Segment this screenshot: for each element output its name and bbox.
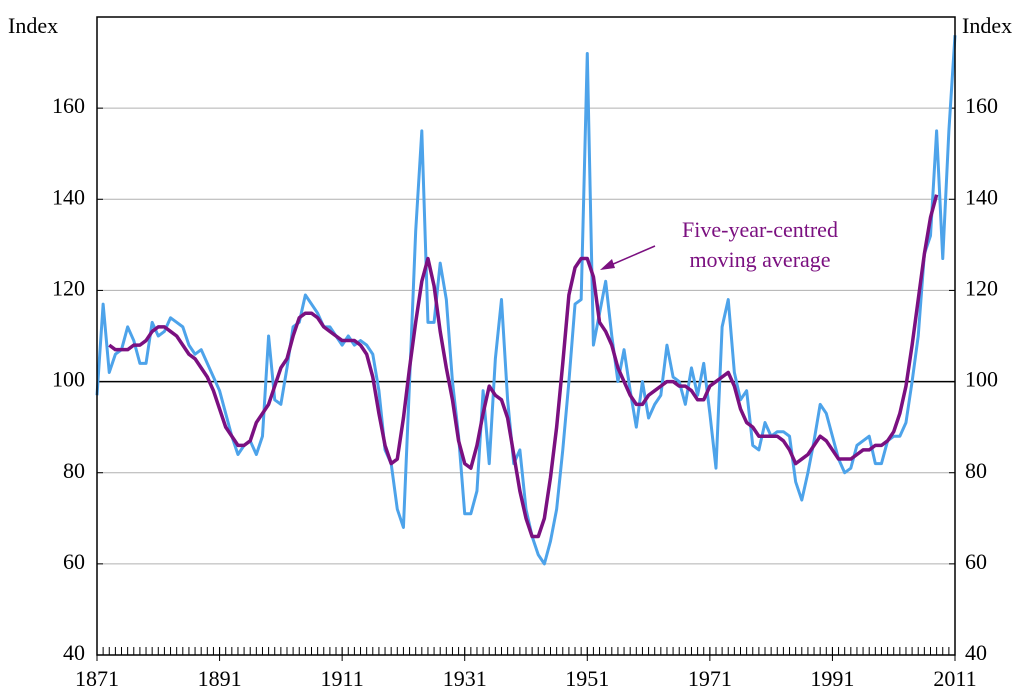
- y-axis-label: Index: [8, 13, 58, 38]
- y2-tick-label: 60: [965, 549, 987, 574]
- y-tick-label: 40: [63, 640, 85, 665]
- annotation-text: moving average: [689, 247, 830, 272]
- y-tick-label: 80: [63, 458, 85, 483]
- y2-tick-label: 100: [965, 367, 998, 392]
- y-tick-label: 100: [52, 367, 85, 392]
- y-tick-label: 60: [63, 549, 85, 574]
- annotation-arrowhead: [600, 259, 615, 270]
- y2-tick-label: 160: [965, 93, 998, 118]
- x-tick-label: 1911: [321, 666, 364, 691]
- y-tick-label: 160: [52, 93, 85, 118]
- x-tick-label: 1951: [565, 666, 609, 691]
- y2-tick-label: 140: [965, 184, 998, 209]
- y2-axis-label: Index: [962, 13, 1012, 38]
- y-tick-label: 120: [52, 275, 85, 300]
- series-line: [108, 194, 939, 539]
- y2-tick-label: 80: [965, 458, 987, 483]
- x-tick-label: 2011: [933, 666, 976, 691]
- plot-frame: [96, 16, 956, 656]
- y2-tick-label: 120: [965, 275, 998, 300]
- y2-tick-label: 40: [965, 640, 987, 665]
- y-tick-label: 140: [52, 184, 85, 209]
- series-line: [95, 35, 957, 566]
- x-tick-label: 1991: [810, 666, 854, 691]
- x-tick-label: 1931: [443, 666, 487, 691]
- x-tick-label: 1971: [688, 666, 732, 691]
- annotation-text: Five-year-centred: [682, 217, 838, 242]
- x-tick-label: 1871: [75, 666, 119, 691]
- x-tick-label: 1891: [198, 666, 242, 691]
